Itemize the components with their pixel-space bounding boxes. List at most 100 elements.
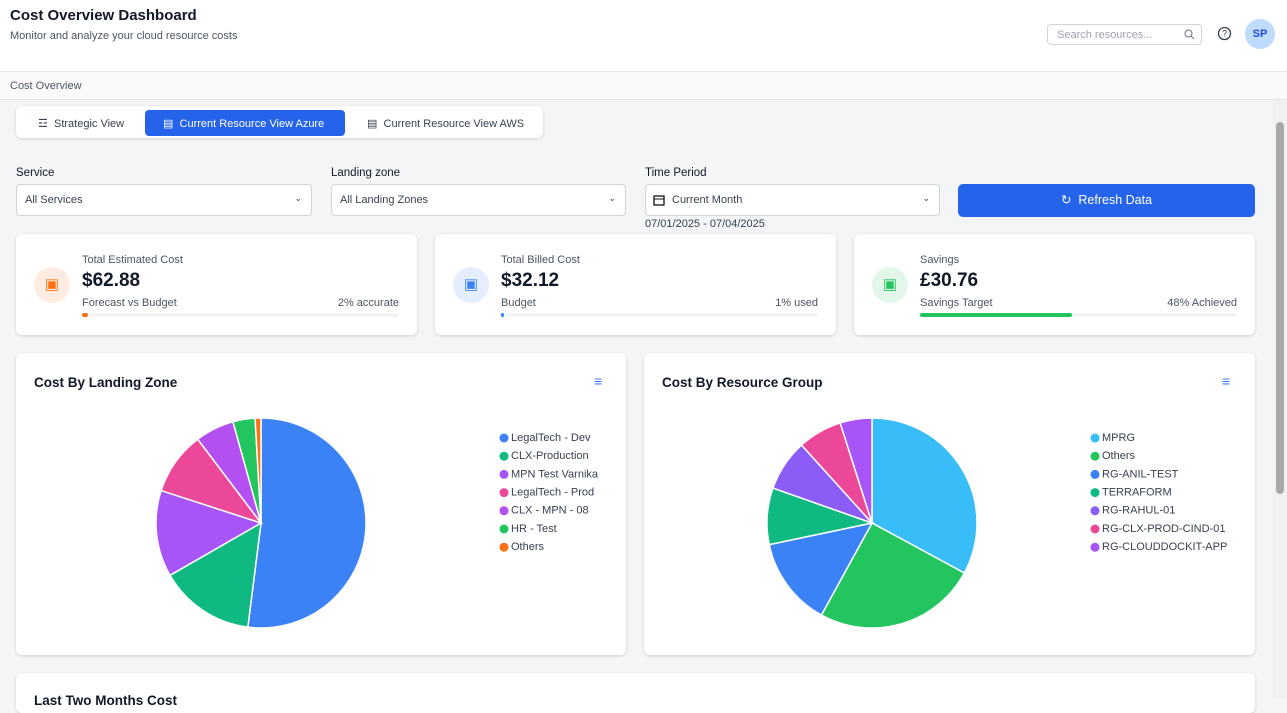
pie-slice xyxy=(768,521,874,617)
stat-icon: ▣ xyxy=(34,267,70,303)
stat-title: Savings xyxy=(920,254,960,266)
legend-label: RG-CLOUDDOCKIT-APP xyxy=(1102,541,1227,553)
legend-swatch xyxy=(499,506,509,516)
help-icon[interactable]: ? xyxy=(1217,26,1232,41)
tab-active[interactable]: ▤ Current Resource View Azure xyxy=(145,110,345,136)
progress-bar xyxy=(501,313,505,317)
stat-sublabel: Savings Target xyxy=(920,297,993,309)
tab[interactable]: ▤ Current Resource View AWS xyxy=(367,118,525,130)
pie-chart: LegalTech - Dev CLX-Production MPN Test Va… xyxy=(155,417,599,629)
pie-slice xyxy=(871,417,978,575)
legend-label: Others xyxy=(511,541,545,553)
progress-track xyxy=(82,313,399,317)
stat-sublabel: Budget xyxy=(501,297,536,309)
legend-swatch xyxy=(499,524,509,534)
menu-icon[interactable]: ≡ xyxy=(594,373,603,389)
pie-slice xyxy=(820,521,966,629)
svg-text:?: ? xyxy=(1222,28,1227,38)
date-range: 07/01/2025 - 07/04/2025 xyxy=(645,218,765,230)
stat-icon: ▣ xyxy=(453,267,489,303)
legend-label: MPN Test Varnika xyxy=(511,468,599,480)
calendar-icon xyxy=(653,195,665,206)
select[interactable]: Current Month ⌄ xyxy=(645,184,940,216)
tab[interactable]: ☲ Strategic View xyxy=(38,118,125,130)
pie-slice xyxy=(155,489,263,577)
scroll-thumb[interactable] xyxy=(1276,122,1284,494)
legend-swatch xyxy=(1090,524,1100,534)
stat-sublabel: Forecast vs Budget xyxy=(82,297,177,309)
stat-title: Total Estimated Cost xyxy=(82,254,183,266)
legend-label: HR - Test xyxy=(511,523,557,535)
filter-label: Time Period xyxy=(645,167,707,179)
progress-bar xyxy=(920,313,1073,317)
avatar[interactable]: SP xyxy=(1245,19,1275,49)
legend-swatch xyxy=(499,542,509,552)
stat-value: $62.88 xyxy=(82,270,141,291)
stat-card: ▣ Savings £30.76 Savings Target 48% Achieved xyxy=(854,234,1255,335)
stat-progress-label: 48% Achieved xyxy=(1167,297,1237,309)
menu-icon[interactable]: ≡ xyxy=(1222,373,1231,389)
legend-swatch xyxy=(499,451,509,461)
progress-bar xyxy=(82,313,89,317)
filter-label: Landing zone xyxy=(331,167,401,179)
header: Cost Overview Dashboard Monitor and anal… xyxy=(0,0,1287,72)
legend-label: RG-RAHUL-01 xyxy=(1102,505,1175,517)
tab-label: Strategic View xyxy=(53,118,125,130)
legend-swatch xyxy=(1090,469,1100,479)
stat-card: ▣ Total Billed Cost $32.12 Budget 1% used xyxy=(435,234,836,335)
scrollbar[interactable] xyxy=(1273,100,1287,699)
pie-slice xyxy=(247,417,367,629)
legend-swatch xyxy=(1090,433,1100,443)
select[interactable]: All Landing Zones ⌄ xyxy=(331,184,626,216)
stat-progress-label: 2% accurate xyxy=(337,297,399,309)
stat-value: £30.76 xyxy=(920,270,979,291)
search-icon xyxy=(1184,29,1195,40)
legend-label: TERRAFORM xyxy=(1102,487,1172,499)
select-value: Current Month xyxy=(672,194,743,206)
pie-slice xyxy=(168,521,262,629)
chart-card: Cost By Landing Zone ≡ LegalTech - Dev CL… xyxy=(16,353,626,655)
stat-progress-label: 1% used xyxy=(775,297,818,309)
filter-label: Service xyxy=(16,167,55,179)
button-label: Refresh Data xyxy=(1078,193,1153,207)
chart-title: Cost By Resource Group xyxy=(662,375,823,390)
progress-track xyxy=(920,313,1237,317)
tab-label: Current Resource View AWS xyxy=(383,118,525,130)
legend-label: LegalTech - Dev xyxy=(511,432,591,444)
legend-label: LegalTech - Prod xyxy=(511,487,594,499)
progress-track xyxy=(501,313,818,317)
tab-label: Current Resource View Azure xyxy=(179,118,325,130)
breadcrumb: Cost Overview xyxy=(0,72,1287,100)
chart-card: Cost By Resource Group ≡ MPRG Others RG-AN… xyxy=(644,353,1255,655)
select-value: All Landing Zones xyxy=(340,194,429,206)
pie-slice xyxy=(254,417,262,524)
stat-value: $32.12 xyxy=(501,270,560,291)
legend-label: CLX - MPN - 08 xyxy=(511,505,589,517)
legend-label: RG-CLX-PROD-CIND-01 xyxy=(1102,523,1225,535)
search-box[interactable]: Search resources... xyxy=(1047,24,1202,45)
refresh-button[interactable]: ↻ Refresh Data xyxy=(958,184,1255,217)
search-placeholder: Search resources... xyxy=(1057,29,1153,41)
chart-title: Cost By Landing Zone xyxy=(34,375,178,390)
legend-label: MPRG xyxy=(1102,432,1135,444)
legend-swatch xyxy=(1090,451,1100,461)
legend-swatch xyxy=(499,469,509,479)
stat-icon: ▣ xyxy=(872,267,908,303)
tab-bar: ☲ Strategic View ▤ Current Resource View… xyxy=(16,106,543,138)
legend-swatch xyxy=(1090,506,1100,516)
bottom-card: Last Two Months Cost xyxy=(16,673,1255,713)
card-title: Last Two Months Cost xyxy=(34,693,177,708)
pie-slice xyxy=(839,417,873,524)
legend-swatch xyxy=(499,488,509,498)
legend-label: CLX-Production xyxy=(511,450,589,462)
legend-label: Others xyxy=(1102,450,1136,462)
page-title: Cost Overview Dashboard xyxy=(10,7,197,24)
select-value: All Services xyxy=(25,194,83,206)
page-subtitle: Monitor and analyze your cloud resource … xyxy=(10,30,238,42)
legend-swatch xyxy=(1090,488,1100,498)
stat-card: ▣ Total Estimated Cost $62.88 Forecast vs B… xyxy=(16,234,417,335)
select[interactable]: All Services ⌄ xyxy=(16,184,312,216)
legend-swatch xyxy=(499,433,509,443)
pie-chart: MPRG Others RG-ANIL-TEST TERRAFORM RG-RAHUL-… xyxy=(766,417,1227,629)
